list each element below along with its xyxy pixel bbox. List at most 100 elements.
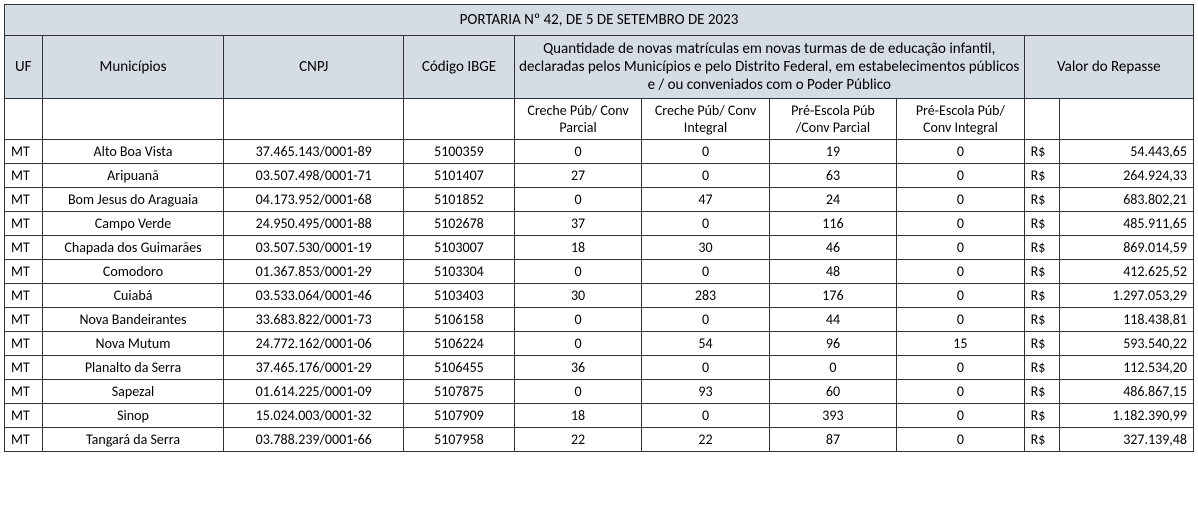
cell-municipio: Cuiabá (42, 284, 224, 308)
cell-municipio: Nova Mutum (42, 332, 224, 356)
cell-q4: 0 (897, 284, 1024, 308)
cell-q3: 116 (769, 212, 896, 236)
cell-currency: R$ (1024, 188, 1060, 212)
cell-cnpj: 01.367.853/0001-29 (224, 260, 404, 284)
col-valor: Valor do Repasse (1024, 36, 1193, 99)
cell-ibge: 5103403 (404, 284, 515, 308)
cell-currency: R$ (1024, 428, 1060, 452)
cell-municipio: Tangará da Serra (42, 428, 224, 452)
col-cnpj: CNPJ (224, 36, 404, 99)
cell-ibge: 5107909 (404, 404, 515, 428)
sub-q1: Creche Púb/ Conv Parcial (514, 99, 641, 140)
table-row: MTChapada dos Guimarães03.507.530/0001-1… (5, 236, 1194, 260)
cell-cnpj: 03.788.239/0001-66 (224, 428, 404, 452)
cell-uf: MT (5, 188, 43, 212)
table-row: MTNova Mutum24.772.162/0001-065106224054… (5, 332, 1194, 356)
cell-ibge: 5102678 (404, 212, 515, 236)
table-row: MTCampo Verde24.950.495/0001-88510267837… (5, 212, 1194, 236)
cell-q3: 96 (769, 332, 896, 356)
cell-q2: 30 (642, 236, 769, 260)
cell-q2: 0 (642, 260, 769, 284)
col-uf: UF (5, 36, 43, 99)
cell-q1: 18 (514, 236, 641, 260)
cell-q1: 30 (514, 284, 641, 308)
cell-q4: 0 (897, 380, 1024, 404)
blank-cur (1024, 99, 1060, 140)
blank-val (1060, 99, 1194, 140)
blank-ibge (404, 99, 515, 140)
cell-currency: R$ (1024, 380, 1060, 404)
cell-q2: 54 (642, 332, 769, 356)
cell-q2: 0 (642, 140, 769, 164)
cell-q3: 87 (769, 428, 896, 452)
cell-currency: R$ (1024, 284, 1060, 308)
cell-q4: 0 (897, 428, 1024, 452)
cell-q4: 0 (897, 212, 1024, 236)
cell-q1: 22 (514, 428, 641, 452)
table-row: MTBom Jesus do Araguaia04.173.952/0001-6… (5, 188, 1194, 212)
cell-q4: 0 (897, 164, 1024, 188)
cell-uf: MT (5, 260, 43, 284)
sub-q4: Pré-Escola Púb/ Conv Integral (897, 99, 1024, 140)
table-row: MTAlto Boa Vista37.465.143/0001-89510035… (5, 140, 1194, 164)
cell-q3: 24 (769, 188, 896, 212)
table-row: MTCuiabá03.533.064/0001-4651034033028317… (5, 284, 1194, 308)
portaria-table: PORTARIA Nº 42, DE 5 DE SETEMBRO DE 2023… (4, 4, 1194, 452)
cell-uf: MT (5, 140, 43, 164)
col-ibge: Código IBGE (404, 36, 515, 99)
cell-valor: 683.802,21 (1060, 188, 1194, 212)
blank-mun (42, 99, 224, 140)
cell-uf: MT (5, 236, 43, 260)
cell-q2: 283 (642, 284, 769, 308)
cell-q1: 0 (514, 380, 641, 404)
cell-q4: 0 (897, 308, 1024, 332)
cell-q3: 0 (769, 356, 896, 380)
cell-uf: MT (5, 380, 43, 404)
cell-ibge: 5107875 (404, 380, 515, 404)
cell-municipio: Alto Boa Vista (42, 140, 224, 164)
cell-q4: 15 (897, 332, 1024, 356)
cell-q1: 27 (514, 164, 641, 188)
cell-uf: MT (5, 404, 43, 428)
cell-currency: R$ (1024, 308, 1060, 332)
cell-q3: 63 (769, 164, 896, 188)
cell-valor: 412.625,52 (1060, 260, 1194, 284)
cell-ibge: 5107958 (404, 428, 515, 452)
cell-q3: 46 (769, 236, 896, 260)
cell-ibge: 5101852 (404, 188, 515, 212)
cell-q3: 393 (769, 404, 896, 428)
cell-q2: 0 (642, 308, 769, 332)
cell-q3: 44 (769, 308, 896, 332)
cell-q2: 0 (642, 356, 769, 380)
cell-q1: 0 (514, 332, 641, 356)
cell-currency: R$ (1024, 140, 1060, 164)
cell-q4: 0 (897, 260, 1024, 284)
table-row: MTTangará da Serra03.788.239/0001-665107… (5, 428, 1194, 452)
cell-q4: 0 (897, 356, 1024, 380)
cell-valor: 118.438,81 (1060, 308, 1194, 332)
cell-cnpj: 04.173.952/0001-68 (224, 188, 404, 212)
cell-q3: 19 (769, 140, 896, 164)
table-row: MTComodoro01.367.853/0001-29510330400480… (5, 260, 1194, 284)
table-row: MTPlanalto da Serra37.465.176/0001-29510… (5, 356, 1194, 380)
cell-cnpj: 15.024.003/0001-32 (224, 404, 404, 428)
cell-q1: 0 (514, 260, 641, 284)
cell-currency: R$ (1024, 332, 1060, 356)
cell-ibge: 5106224 (404, 332, 515, 356)
cell-q1: 0 (514, 140, 641, 164)
cell-valor: 1.182.390,99 (1060, 404, 1194, 428)
cell-q2: 93 (642, 380, 769, 404)
cell-cnpj: 37.465.176/0001-29 (224, 356, 404, 380)
cell-uf: MT (5, 164, 43, 188)
cell-valor: 593.540,22 (1060, 332, 1194, 356)
cell-q4: 0 (897, 404, 1024, 428)
cell-municipio: Comodoro (42, 260, 224, 284)
cell-q2: 0 (642, 164, 769, 188)
cell-q1: 0 (514, 308, 641, 332)
cell-q4: 0 (897, 140, 1024, 164)
cell-q4: 0 (897, 188, 1024, 212)
cell-currency: R$ (1024, 236, 1060, 260)
table-row: MTSinop15.024.003/0001-3251079091803930R… (5, 404, 1194, 428)
cell-valor: 54.443,65 (1060, 140, 1194, 164)
cell-cnpj: 03.507.498/0001-71 (224, 164, 404, 188)
